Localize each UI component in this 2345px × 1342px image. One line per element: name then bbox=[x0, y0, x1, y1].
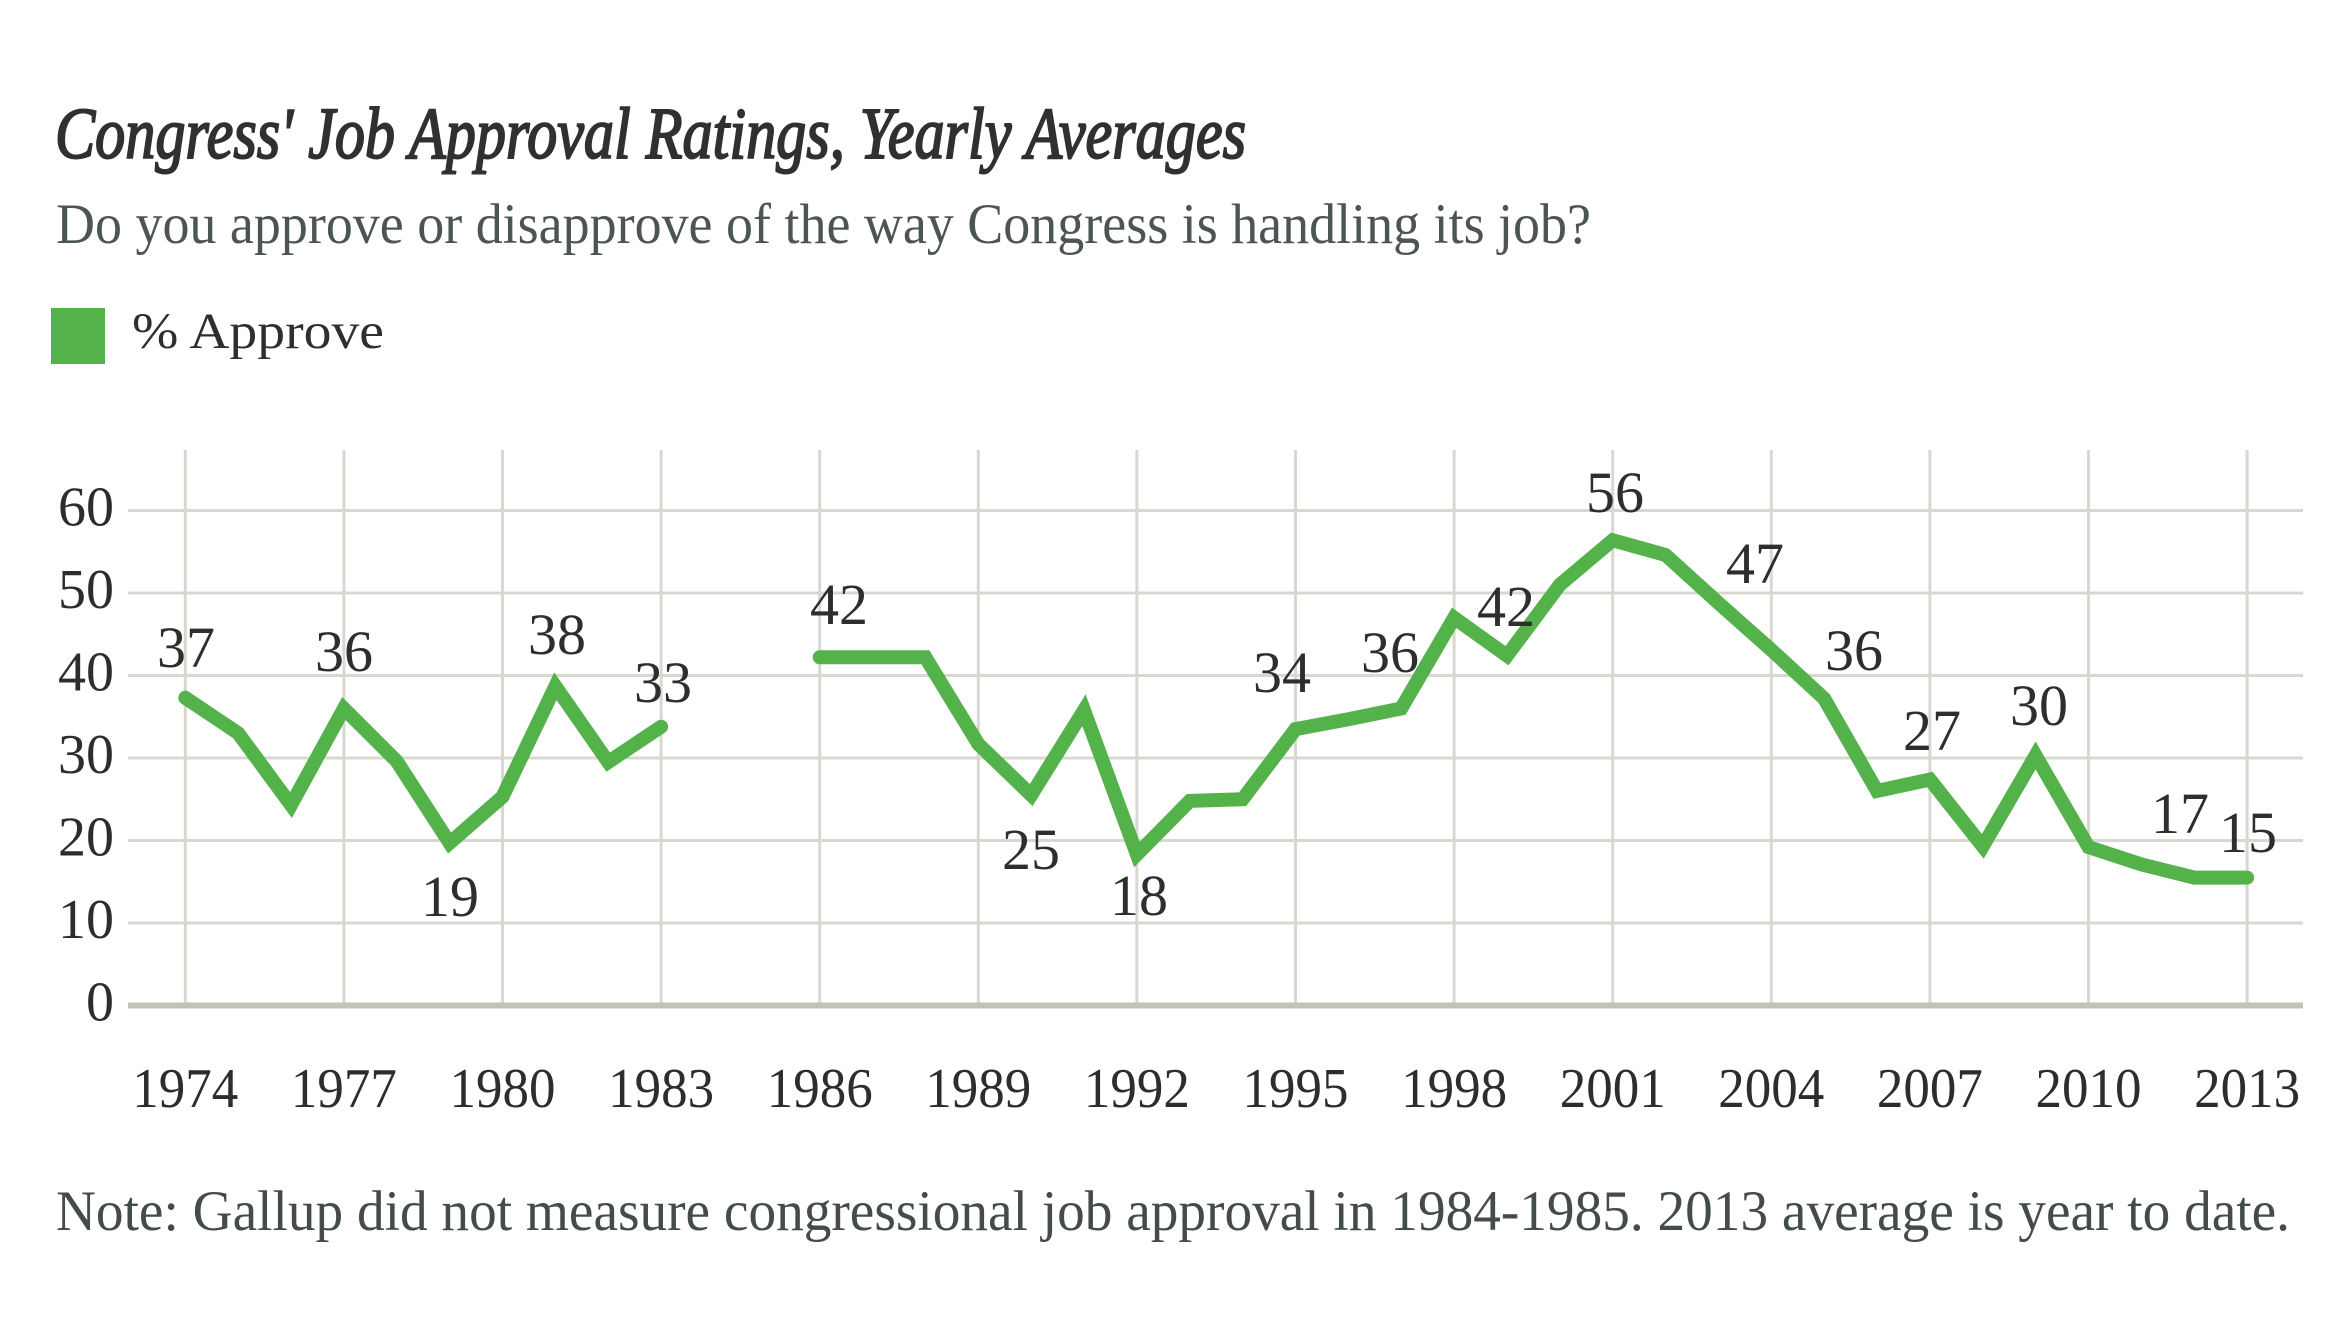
svg-text:40: 40 bbox=[58, 642, 114, 704]
svg-text:2013: 2013 bbox=[2194, 1058, 2300, 1120]
svg-text:19: 19 bbox=[421, 864, 479, 929]
svg-text:60: 60 bbox=[58, 477, 114, 539]
svg-text:42: 42 bbox=[1477, 574, 1535, 639]
svg-text:2001: 2001 bbox=[1560, 1058, 1666, 1120]
svg-text:30: 30 bbox=[2010, 673, 2068, 738]
svg-text:42: 42 bbox=[810, 572, 868, 637]
svg-text:18: 18 bbox=[1110, 863, 1168, 928]
svg-text:1986: 1986 bbox=[767, 1058, 873, 1120]
svg-text:1983: 1983 bbox=[608, 1058, 714, 1120]
svg-text:50: 50 bbox=[58, 559, 114, 621]
svg-text:36: 36 bbox=[1825, 618, 1883, 683]
svg-text:36: 36 bbox=[1361, 620, 1419, 685]
svg-text:1998: 1998 bbox=[1401, 1058, 1507, 1120]
svg-text:56: 56 bbox=[1586, 460, 1644, 525]
svg-text:0: 0 bbox=[86, 972, 114, 1034]
svg-text:2007: 2007 bbox=[1877, 1058, 1983, 1120]
svg-text:10: 10 bbox=[58, 889, 114, 951]
svg-text:1974: 1974 bbox=[132, 1058, 238, 1120]
svg-text:34: 34 bbox=[1253, 640, 1311, 705]
svg-text:Congress' Job Approval Ratings: Congress' Job Approval Ratings, Yearly A… bbox=[55, 93, 1246, 174]
svg-text:1992: 1992 bbox=[1084, 1058, 1190, 1120]
svg-text:17: 17 bbox=[2151, 781, 2209, 846]
svg-text:20: 20 bbox=[58, 807, 114, 869]
svg-text:25: 25 bbox=[1002, 817, 1060, 882]
svg-text:30: 30 bbox=[58, 724, 114, 786]
svg-text:2004: 2004 bbox=[1718, 1058, 1824, 1120]
svg-text:38: 38 bbox=[528, 602, 586, 667]
svg-text:47: 47 bbox=[1726, 531, 1784, 596]
svg-text:Note: Gallup did not measure c: Note: Gallup did not measure congression… bbox=[56, 1180, 2290, 1243]
svg-text:15: 15 bbox=[2219, 800, 2277, 865]
svg-text:36: 36 bbox=[315, 619, 373, 684]
svg-text:1980: 1980 bbox=[450, 1058, 556, 1120]
svg-text:1995: 1995 bbox=[1243, 1058, 1349, 1120]
svg-text:27: 27 bbox=[1903, 698, 1961, 763]
svg-text:33: 33 bbox=[634, 650, 692, 715]
svg-text:1989: 1989 bbox=[925, 1058, 1031, 1120]
svg-text:37: 37 bbox=[157, 615, 215, 680]
svg-text:1977: 1977 bbox=[291, 1058, 397, 1120]
svg-text:% Approve: % Approve bbox=[132, 304, 384, 360]
svg-text:2010: 2010 bbox=[2036, 1058, 2142, 1120]
svg-text:Do you approve or disapprove o: Do you approve or disapprove of the way … bbox=[56, 193, 1591, 256]
